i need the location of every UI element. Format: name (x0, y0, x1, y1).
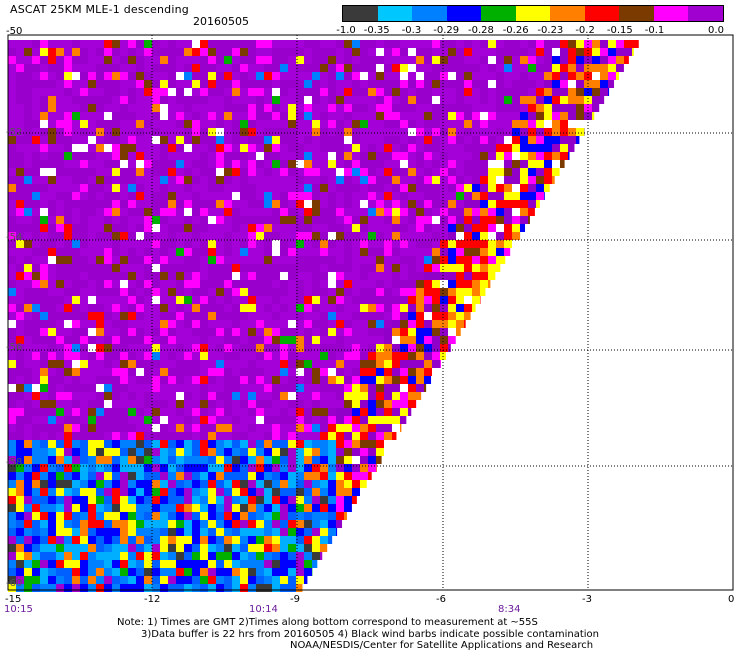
lon-tick-label: -3 (582, 594, 592, 605)
colorbar-label: -0.26 (503, 25, 529, 36)
colorbar-swatch (481, 6, 516, 21)
colorbar-swatch (550, 6, 585, 21)
colorbar-swatch (585, 6, 620, 21)
lon-tick-label: 0 (728, 594, 734, 605)
lon-tick-label: -6 (436, 594, 446, 605)
colorbar-label: -0.29 (433, 25, 459, 36)
time-label: 8:34 (498, 604, 520, 615)
time-label: 10:14 (249, 604, 278, 615)
colorbar-label: -0.2 (575, 25, 595, 36)
note-line-3: NOAA/NESDIS/Center for Satellite Applica… (290, 640, 593, 652)
colorbar-label: 0.0 (708, 25, 724, 36)
note-line-1: Note: 1) Times are GMT 2)Times along bot… (117, 617, 538, 629)
lat-tick-label: -50 (6, 26, 22, 37)
colorbar-swatch (654, 6, 689, 21)
colorbar-label: -0.23 (537, 25, 563, 36)
lat-tick-label: -58 (6, 457, 22, 468)
colorbar-label: -0.15 (607, 25, 633, 36)
colorbar-swatch (516, 6, 551, 21)
plot-title: ASCAT 25KM MLE-1 descending (10, 3, 189, 16)
colorbar-swatch (412, 6, 447, 21)
colorbar-swatch (343, 6, 378, 21)
colorbar (342, 5, 724, 22)
colorbar-label: -0.28 (468, 25, 494, 36)
colorbar-swatch (619, 6, 654, 21)
lat-tick-label: -56 (6, 342, 22, 353)
colorbar-label: -0.3 (402, 25, 422, 36)
lon-tick-label: -9 (290, 594, 300, 605)
colorbar-swatch (688, 6, 723, 21)
colorbar-label: -1.0 (336, 25, 356, 36)
lon-tick-label: -12 (144, 594, 160, 605)
lat-tick-label: -54 (6, 232, 22, 243)
colorbar-swatch (447, 6, 482, 21)
colorbar-swatch (378, 6, 413, 21)
colorbar-label: -0.1 (645, 25, 665, 36)
time-label: 10:15 (4, 604, 33, 615)
colorbar-labels: -1.0 -0.35 -0.3 -0.29 -0.28 -0.26 -0.23 -0.2 -0.… (0, 25, 740, 39)
colorbar-label: -0.35 (364, 25, 390, 36)
lat-tick-label: -52 (6, 127, 22, 138)
lat-tick-label: -60 (6, 578, 22, 589)
